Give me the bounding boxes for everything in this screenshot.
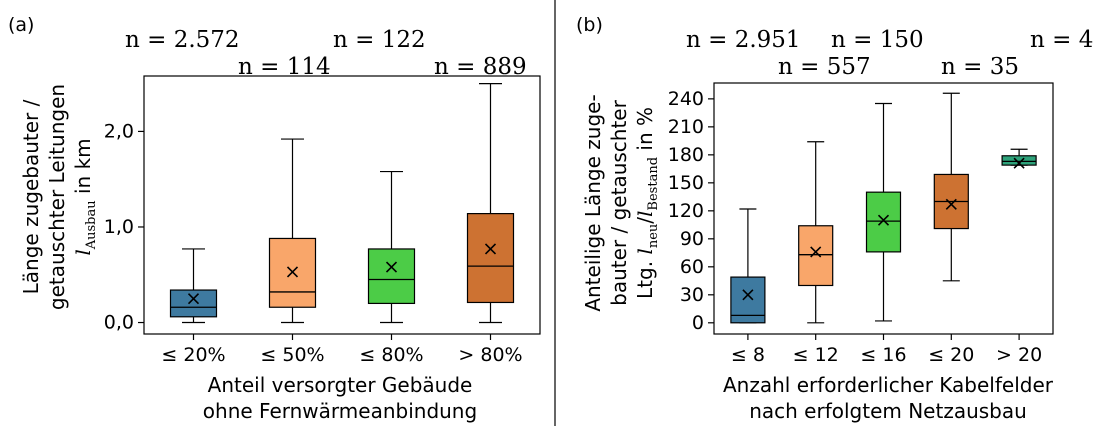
panel-b-count-2: n = 557	[778, 54, 871, 80]
panel-b-xtick-label: ≤ 16	[860, 344, 906, 366]
panel-b-xlabel-line2: nach erfolgtem Netzausbau	[749, 399, 1027, 423]
iqr-box	[1001, 155, 1037, 166]
panel-b-ytick-label: 120	[668, 200, 704, 222]
panel-b-box-5	[1001, 148, 1037, 169]
panel-a-ytick-label: 2,0	[104, 120, 134, 142]
panel-b-xtick-label: ≤ 20	[928, 344, 974, 366]
panel-b-box-3	[865, 102, 902, 322]
panel-b-ytick-label: 240	[668, 88, 704, 110]
mean-marker	[385, 261, 398, 273]
panel-b-count-3: n = 150	[831, 27, 924, 53]
panel-b-ytick-label: 0	[692, 312, 704, 334]
mean-marker	[484, 243, 497, 255]
panel-a-ylabel-line3: lAusbau in km	[71, 138, 99, 255]
panel-a-box-1	[169, 248, 218, 324]
panel-b-count-4: n = 35	[941, 54, 1019, 80]
panel-a-frame	[143, 75, 541, 335]
mean-marker	[1013, 157, 1025, 169]
panel-a-xtick-label: ≤ 80%	[359, 344, 423, 366]
panel-a-xlabel-line2: ohne Fernwärmeanbindung	[203, 399, 477, 423]
panel-a-xtick-label: ≤ 20%	[161, 344, 225, 366]
mean-marker	[810, 246, 822, 258]
iqr-box	[865, 191, 902, 253]
panel-a-box-3	[367, 170, 416, 324]
panel-a-box-4	[466, 83, 515, 324]
panel-a-count-1: n = 2.572	[125, 27, 240, 53]
panel-a-ytick-label: 1,0	[104, 216, 134, 238]
panel-a-count-3: n = 122	[333, 27, 426, 53]
panel-b-plot: 0 30 60 90 120 150 180 210 240 ≤ 8 ≤ 12 ≤ 16 ≤ 20 > 2…	[668, 82, 1054, 366]
panel-a-plot: 0,0 1,0 2,0 ≤ 20% ≤ 50% ≤ 80% > 80%	[104, 75, 541, 366]
panel-b-count-5: n = 4	[1030, 27, 1093, 53]
panel-b-ytick-label: 30	[680, 284, 704, 306]
panel-b-ytick-label: 60	[680, 256, 704, 278]
panel-b-xtick-label: ≤ 8	[731, 344, 765, 366]
panel-a-xlabel-line1: Anteil versorgter Gebäude	[208, 373, 473, 397]
mean-marker	[877, 214, 890, 226]
mean-marker	[742, 289, 754, 301]
iqr-box	[367, 248, 416, 305]
panel-b-xtick-label: > 20	[996, 344, 1042, 366]
panel-a-ytick-label: 0,0	[104, 312, 134, 334]
panel-b-xtick-label: ≤ 12	[793, 344, 839, 366]
panel-b-ytick-label: 210	[668, 116, 704, 138]
panel-b-label: (b)	[576, 14, 603, 36]
panel-b-box-4	[933, 92, 969, 282]
panel-b-ylabel-line1: Anteilige Länge zuge-	[581, 94, 605, 311]
panel-b-box-2	[798, 141, 834, 324]
panel-b-box-1	[730, 208, 766, 324]
iqr-box	[466, 213, 515, 304]
panel-a-xtick-label: > 80%	[458, 344, 522, 366]
panel-b-ylabel-line3: Ltg. lneu/lBestand in %	[633, 107, 661, 299]
iqr-box	[169, 289, 218, 318]
mean-marker	[187, 293, 200, 305]
panel-a-label: (a)	[8, 14, 34, 36]
panel-b-ytick-label: 150	[668, 172, 704, 194]
panel-a-ylabel-line2: getauschter Leitungen	[45, 84, 69, 310]
mean-marker	[286, 266, 299, 278]
panel-a-box-2	[268, 138, 317, 324]
panel-a-xtick-label: ≤ 50%	[260, 344, 324, 366]
panel-b-ylabel-line2: bauter / getauschter	[607, 99, 631, 305]
panel-b-xlabel-line1: Anzahl erforderlicher Kabelfelder	[723, 373, 1054, 397]
panel-b-count-1: n = 2.951	[686, 27, 801, 53]
iqr-box	[268, 237, 317, 308]
panel-a-ylabel-line1: Länge zugebauter /	[19, 99, 43, 294]
iqr-box	[798, 225, 834, 287]
panel-b-ytick-label: 90	[680, 228, 704, 250]
panel-b-ytick-label: 180	[668, 144, 704, 166]
mean-marker	[945, 198, 957, 210]
